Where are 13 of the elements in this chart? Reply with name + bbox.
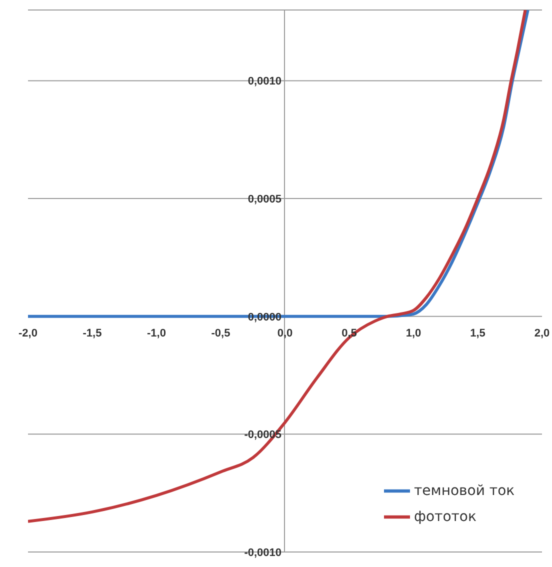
y-tick-label: 0,0010	[248, 76, 282, 88]
x-tick-label: 2,0	[534, 327, 550, 340]
x-tick-label: -1,0	[147, 327, 166, 340]
y-tick-label: -0,0010	[244, 547, 282, 559]
x-tick-label: -1,5	[82, 327, 102, 340]
x-tick-label: 0,0	[277, 327, 293, 340]
y-tick-label: 0,0005	[248, 194, 282, 206]
x-tick-label: 1,5	[470, 327, 486, 340]
x-tick-label: -0,5	[211, 327, 230, 340]
legend-label: темновой ток	[414, 482, 515, 499]
x-tick-label: -2,0	[18, 327, 38, 340]
legend-label: фототок	[414, 508, 476, 525]
x-tick-label: 1,0	[406, 327, 422, 340]
